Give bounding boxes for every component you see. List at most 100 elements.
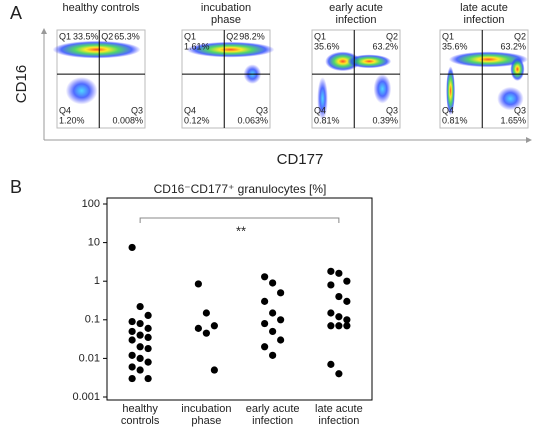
data-point <box>128 317 136 326</box>
x-tick-label: late acute infection <box>315 403 363 427</box>
quadrant-label: Q3 <box>514 105 526 115</box>
x-tick-label: incubation phase <box>181 403 232 427</box>
data-point <box>343 297 351 305</box>
density-blob <box>325 51 361 72</box>
plot-frame <box>106 197 373 401</box>
data-point <box>269 351 277 359</box>
data-point <box>327 360 335 368</box>
data-point <box>210 322 218 330</box>
quadrant-label: Q1 <box>314 31 326 41</box>
y-tick-label: 0.1 <box>85 314 100 326</box>
density-blob <box>65 77 98 105</box>
data-point <box>136 302 144 311</box>
quadrant-label: Q3 <box>256 105 268 115</box>
data-point <box>144 344 152 353</box>
quadrant-label: 33.5% <box>73 31 99 41</box>
data-point <box>269 327 277 336</box>
data-point <box>261 297 269 305</box>
significance-bracket <box>139 217 340 223</box>
quadrant-label: 65.3% <box>114 31 140 41</box>
data-point <box>335 269 343 277</box>
quadrant-label: Q4 <box>442 105 454 115</box>
data-point <box>277 316 285 324</box>
data-point <box>136 319 144 328</box>
data-point <box>144 324 152 332</box>
data-point <box>343 277 351 285</box>
data-point <box>144 311 152 320</box>
density-blob <box>186 41 275 58</box>
density-blob <box>446 66 455 116</box>
data-point <box>128 351 136 359</box>
quadrant-label: 0.81% <box>314 115 340 125</box>
density-blob <box>448 51 528 68</box>
density-blob <box>497 86 524 111</box>
data-point <box>136 354 144 362</box>
y-tick-label: 1 <box>94 275 100 287</box>
quadrant-label: Q1 <box>184 31 196 41</box>
quadrant-label: 1.20% <box>59 115 85 125</box>
data-point <box>343 322 351 330</box>
y-tick-label: 0.001 <box>72 391 100 403</box>
data-point <box>277 336 285 344</box>
data-point <box>335 322 343 330</box>
plot-title: incubation phase <box>200 2 252 26</box>
chart-title: CD16⁻CD177⁺ granulocytes [%] <box>154 182 327 196</box>
quadrant-label: 0.008% <box>112 115 143 125</box>
quadrant-label: Q1 <box>59 31 71 41</box>
data-point <box>128 363 136 371</box>
density-blob <box>373 74 392 104</box>
density-blob <box>317 77 328 121</box>
quadrant-label: Q1 <box>442 31 454 41</box>
quadrant-label: 63.2% <box>500 41 526 51</box>
quadrant-label: 35.6% <box>314 41 340 51</box>
data-point <box>269 279 277 287</box>
quadrant-label: 63.2% <box>372 41 398 51</box>
data-point <box>128 243 136 252</box>
data-point <box>128 374 136 383</box>
y-tick-label: 100 <box>82 198 100 210</box>
data-point <box>261 319 269 328</box>
x-tick-label: healthy controls <box>120 403 160 427</box>
quadrant-label: Q4 <box>59 105 71 115</box>
annotation: ** <box>236 223 246 238</box>
y-axis-label: CD16 <box>13 65 30 103</box>
quadrant-label: Q2 <box>514 31 526 41</box>
data-point <box>144 333 152 341</box>
plot-title: healthy controls <box>62 2 140 14</box>
data-point <box>335 292 343 301</box>
quadrant-label: 0.12% <box>184 115 210 125</box>
data-point <box>335 313 343 321</box>
quadrant-label: 0.81% <box>442 115 468 125</box>
data-point <box>327 322 335 330</box>
density-blob <box>52 40 141 59</box>
data-point <box>202 329 210 337</box>
density-blob <box>347 54 392 69</box>
data-point <box>327 281 335 289</box>
x-tick-label: early acute infection <box>245 403 300 427</box>
panel-label: A <box>10 3 22 23</box>
quadrant-label: Q3 <box>131 105 143 115</box>
data-point <box>210 366 218 374</box>
data-point <box>261 273 269 281</box>
data-point <box>136 343 144 351</box>
quadrant-label: 0.39% <box>372 115 398 125</box>
quadrant-label: 0.063% <box>237 115 268 125</box>
data-point <box>136 366 144 374</box>
quadrant-label: Q2 <box>386 31 398 41</box>
density-blob <box>510 57 525 81</box>
data-point <box>144 374 152 383</box>
quadrant-label: 98.2% <box>239 31 265 41</box>
quadrant-label: Q4 <box>314 105 326 115</box>
quadrant-label: 35.6% <box>442 41 468 51</box>
data-point <box>194 324 202 332</box>
quadrant-label: Q3 <box>386 105 398 115</box>
data-point <box>128 336 136 344</box>
data-point <box>343 316 351 324</box>
data-point <box>261 343 269 351</box>
quadrant-label: Q2 <box>101 31 113 41</box>
quadrant-label: Q2 <box>226 31 238 41</box>
y-tick-label: 10 <box>88 237 100 249</box>
plot-title: late acute infection <box>460 2 508 26</box>
arrow-head <box>526 137 532 143</box>
